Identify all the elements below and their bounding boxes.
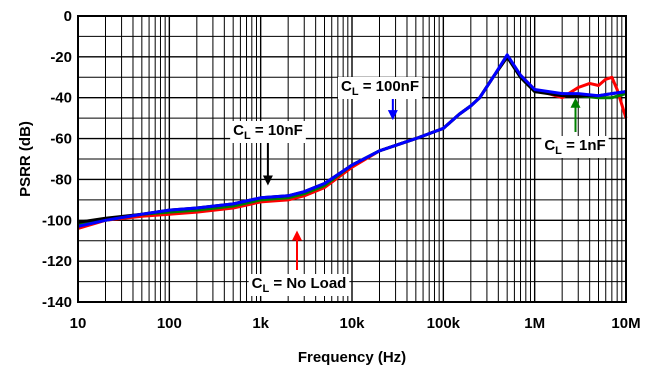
annotation-background <box>541 136 609 158</box>
annotation-arrowhead <box>570 97 581 108</box>
y-tick-label: 0 <box>64 8 72 25</box>
x-tick-label: 10k <box>339 315 365 332</box>
y-axis-title: PSRR (dB) <box>17 121 34 197</box>
annotation-arrowhead <box>262 175 273 186</box>
x-tick-label: 10 <box>70 315 87 332</box>
annotation-label: CL = 10nF <box>233 122 303 142</box>
y-tick-label: -140 <box>42 294 72 311</box>
annotation-background <box>248 274 350 296</box>
y-tick-label: -100 <box>42 212 72 229</box>
annotation-label: CL = 100nF <box>341 78 419 98</box>
y-tick-labels: 0 -20 -40 -60 -80 -100 -120 -140 <box>42 8 72 311</box>
annotation-background <box>230 121 306 143</box>
plot-frame <box>77 15 627 303</box>
x-tick-label: 10M <box>611 315 640 332</box>
y-tick-label: -120 <box>42 253 72 270</box>
annotation-arrowhead <box>387 110 398 121</box>
y-tick-label: -40 <box>50 90 72 107</box>
annotation-label: CL = 1nF <box>544 137 605 157</box>
annotation-label: CL = No Load <box>252 275 347 295</box>
x-tick-label: 1M <box>524 315 545 332</box>
annotation-background <box>337 77 423 99</box>
annotations: CL = 100nF CL = 10nF CL = 1nF CL = No Load <box>230 77 609 296</box>
x-tick-label: 1k <box>252 315 269 332</box>
grid <box>78 16 626 302</box>
x-axis-title: Frequency (Hz) <box>298 349 406 366</box>
annotation-arrowhead <box>292 230 303 241</box>
x-tick-labels: 10 100 1k 10k 100k 1M 10M <box>70 315 641 332</box>
y-tick-label: -60 <box>50 131 72 148</box>
series-lines <box>77 53 628 230</box>
y-tick-label: -80 <box>50 171 72 188</box>
series-line <box>77 53 627 228</box>
x-tick-label: 100 <box>157 315 182 332</box>
y-tick-label: -20 <box>50 49 72 66</box>
x-tick-label: 100k <box>427 315 461 332</box>
